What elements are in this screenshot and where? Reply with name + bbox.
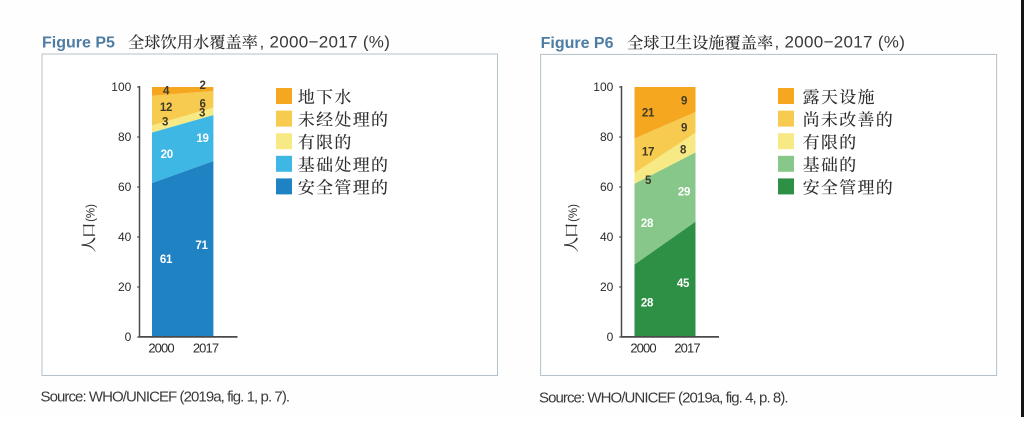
svg-text:20: 20 (161, 149, 173, 161)
svg-text:9: 9 (681, 96, 687, 108)
svg-text:61: 61 (160, 254, 173, 266)
svg-text:19: 19 (196, 133, 208, 145)
svg-text:2017: 2017 (674, 341, 700, 356)
svg-text:60: 60 (118, 180, 132, 194)
svg-text:(%): (%) (568, 204, 580, 222)
svg-text:12: 12 (160, 102, 172, 114)
svg-text:2000: 2000 (630, 341, 656, 356)
svg-text:28: 28 (641, 297, 654, 309)
svg-text:45: 45 (677, 278, 690, 290)
svg-text:, 2000−2017 (%): , 2000−2017 (%) (260, 33, 391, 52)
svg-text:Figure P5: Figure P5 (42, 35, 115, 52)
svg-text:0: 0 (607, 330, 614, 344)
svg-text:5: 5 (645, 175, 652, 187)
svg-text:20: 20 (118, 280, 132, 294)
svg-text:100: 100 (593, 80, 613, 94)
svg-text:(%): (%) (85, 204, 97, 222)
svg-text:, 2000−2017 (%): , 2000−2017 (%) (775, 33, 906, 52)
svg-text:80: 80 (600, 130, 614, 144)
svg-text:Figure P6: Figure P6 (541, 35, 614, 52)
svg-text:60: 60 (600, 180, 614, 194)
svg-text:29: 29 (678, 186, 690, 198)
svg-text:71: 71 (195, 240, 208, 252)
svg-text:9: 9 (681, 122, 687, 134)
svg-text:40: 40 (118, 230, 132, 244)
svg-text:3: 3 (199, 107, 205, 119)
svg-text:Source: WHO/UNICEF (2019a, fig: Source: WHO/UNICEF (2019a, fig. 4, p. 8)… (539, 390, 788, 407)
svg-text:2017: 2017 (193, 341, 219, 356)
svg-text:0: 0 (125, 330, 132, 344)
svg-text:3: 3 (162, 116, 168, 128)
svg-text:8: 8 (680, 145, 687, 157)
svg-text:28: 28 (641, 218, 654, 230)
svg-text:21: 21 (642, 107, 655, 119)
svg-text:4: 4 (163, 85, 170, 97)
svg-text:80: 80 (118, 130, 132, 144)
svg-text:17: 17 (642, 146, 654, 158)
svg-text:100: 100 (111, 80, 131, 94)
svg-text:40: 40 (600, 230, 614, 244)
svg-text:Source: WHO/UNICEF (2019a, fig: Source: WHO/UNICEF (2019a, fig. 1, p. 7)… (41, 389, 290, 406)
svg-text:2: 2 (199, 80, 205, 92)
svg-text:20: 20 (600, 280, 614, 294)
svg-text:6: 6 (199, 98, 205, 110)
svg-text:2000: 2000 (148, 341, 174, 356)
